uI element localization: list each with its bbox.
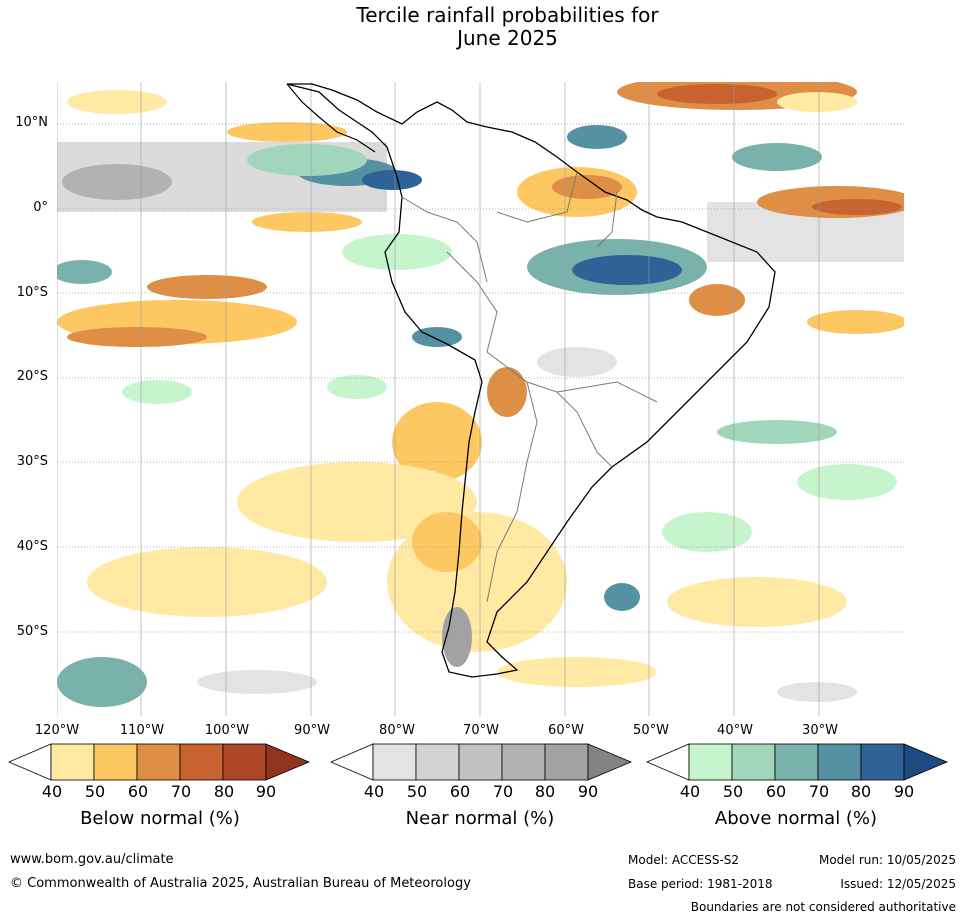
colorbar-above-title: Above normal (%) [714,808,878,829]
footer-disclaimer: Boundaries are not considered authoritat… [690,900,956,914]
title-line-1: Tercile rainfall probabilities for [356,3,659,27]
lon-label-70w: 70°W [463,723,499,738]
colorbar-near-title: Near normal (%) [405,808,555,829]
colorbar-below-title: Below normal (%) [80,808,240,829]
tick-near-80: 80 [534,782,556,801]
footer-model: Model: ACCESS-S2 [628,853,740,867]
lon-label-40w: 40°W [717,723,753,738]
country-borders [401,171,658,603]
tick-above-70: 70 [808,782,830,801]
tick-below-50: 50 [84,782,106,801]
colorbar-above-cell [774,743,819,781]
colorbar-above [646,743,948,781]
colorbar-above-min-extension [646,743,690,781]
colorbar-near-cell [501,743,546,781]
tick-below-70: 70 [170,782,192,801]
tick-below-40: 40 [41,782,63,801]
footer-copyright: © Commonwealth of Australia 2025, Austra… [10,876,471,891]
colorbar-near-cell [458,743,503,781]
title-line-2: June 2025 [457,26,558,50]
south-america-coastline [286,83,776,678]
tick-below-60: 60 [127,782,149,801]
footer-model-run: Model run: 10/05/2025 [818,853,956,867]
tick-near-70: 70 [492,782,514,801]
lat-label-0: 0° [33,200,48,215]
tick-above-90: 90 [893,782,915,801]
colorbar-above-cell [731,743,776,781]
central-america-coastline [286,83,376,153]
lon-label-30w: 30°W [802,723,838,738]
colorbar-near [330,743,632,781]
tick-near-60: 60 [449,782,471,801]
lon-label-120w: 120°W [34,723,80,738]
colorbar-below-cell [93,743,138,781]
colorbar-below-cell [136,743,181,781]
map-canvas [57,82,904,716]
tick-near-40: 40 [363,782,385,801]
map-title: Tercile rainfall probabilities for June … [0,4,965,50]
tick-below-90: 90 [255,782,277,801]
tick-above-60: 60 [765,782,787,801]
lat-label-40s: 40°S [16,539,48,554]
footer-issued: Issued: 12/05/2025 [840,877,956,891]
tick-above-40: 40 [679,782,701,801]
shaded-field [57,82,904,707]
colorbar-near-min-extension [330,743,374,781]
colorbar-below-cell [179,743,224,781]
meridians [57,82,820,716]
tick-above-50: 50 [722,782,744,801]
colorbar-near-cell [415,743,460,781]
colorbar-near-cells [330,743,632,781]
lon-label-110w: 110°W [119,723,165,738]
colorbar-below [8,743,310,781]
footer-url: www.bom.gov.au/climate [10,852,174,867]
tick-near-50: 50 [406,782,428,801]
colorbar-above-cell [860,743,905,781]
lat-label-20s: 20°S [16,369,48,384]
lat-label-10n: 10°N [15,115,48,130]
lat-label-30s: 30°S [16,454,48,469]
colorbar-above-cell [817,743,862,781]
lon-label-50w: 50°W [633,723,669,738]
tick-above-80: 80 [850,782,872,801]
colorbar-below-cells [8,743,310,781]
colorbar-above-max-extension [903,743,948,781]
colorbar-above-cell [688,743,733,781]
probability-map [57,82,904,716]
lon-label-100w: 100°W [204,723,250,738]
lon-label-90w: 90°W [294,723,330,738]
colorbar-near-cell [372,743,417,781]
colorbar-above-cells [646,743,948,781]
footer-base-period: Base period: 1981-2018 [628,877,773,891]
colorbar-near-max-extension [587,743,632,781]
tick-below-80: 80 [213,782,235,801]
colorbar-below-min-extension [8,743,52,781]
colorbar-below-cell [222,743,267,781]
lat-label-50s: 50°S [16,624,48,639]
lon-label-60w: 60°W [548,723,584,738]
colorbar-below-cell [50,743,95,781]
colorbar-near-cell [544,743,589,781]
lon-label-80w: 80°W [379,723,415,738]
tick-near-90: 90 [577,782,599,801]
colorbar-below-max-extension [265,743,310,781]
lat-label-10s: 10°S [16,285,48,300]
